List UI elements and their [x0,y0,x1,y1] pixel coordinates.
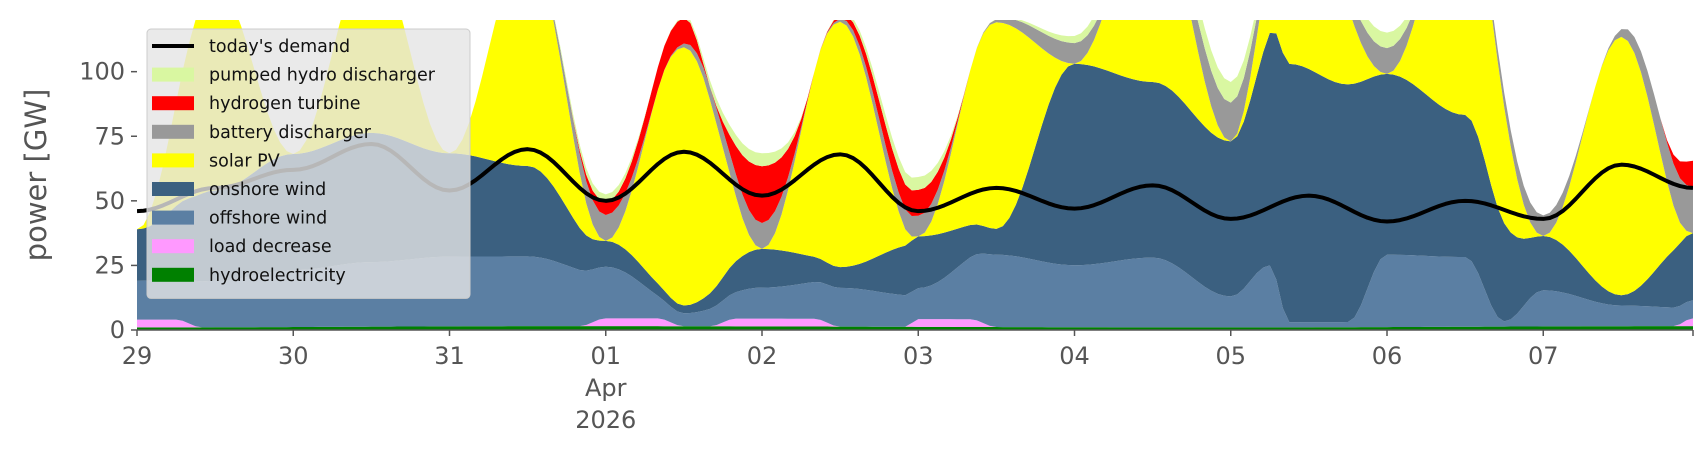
x-tick-label: 29 [122,342,153,370]
axes-group: 0 25 50 75 100 29 30 31 01 Apr 2026 02 03 04 05 06 07 [79,58,1694,434]
x-tick-label: 01 [590,342,621,370]
legend-swatch [152,67,194,82]
area-onshore-wind [137,32,1693,323]
legend-item-offshore-wind: offshore wind [152,209,327,229]
legend-label: load decrease [209,237,332,257]
area-series-group [137,20,1693,330]
legend-item-onshore-wind: onshore wind [152,180,326,200]
y-tick-label: 50 [94,187,125,215]
legend-item-solar-pv: solar PV [152,151,280,171]
legend-item-hydrogen-turbine: hydrogen turbine [152,94,361,114]
y-tick-label: 0 [110,316,125,344]
legend-item-pumped-hydro-discharger: pumped hydro discharger [152,66,436,86]
legend-item-battery-discharger: battery discharger [152,123,372,143]
legend-label: onshore wind [209,180,326,200]
x-tick-sublabel: 2026 [575,406,636,434]
x-tick-label: 02 [747,342,778,370]
area-load-decrease [137,318,1693,328]
legend-item-load-decrease: load decrease [152,237,332,257]
legend-item-hydroelectricity: hydroelectricity [152,266,346,286]
y-tick-label: 25 [94,251,125,279]
area-battery-discharger [137,20,1693,249]
y-tick-label: 75 [94,122,125,150]
x-tick-label: 07 [1528,342,1559,370]
legend-swatch [152,239,194,254]
legend-label: pumped hydro discharger [209,66,436,86]
x-tick-label: 31 [434,342,465,370]
x-tick-label: 06 [1372,342,1403,370]
legend-items: today's demand pumped hydro discharger hyd… [152,37,436,286]
legend-label: today's demand [209,37,350,57]
legend-label: solar PV [209,151,280,171]
legend-label: hydrogen turbine [209,94,361,114]
legend-label: battery discharger [209,123,372,143]
legend-swatch [152,267,194,282]
legend-swatch [152,124,194,139]
area-hydroelectricity [137,326,1693,330]
legend-swatch [152,153,194,168]
area-pumped-hydro-discharger [137,20,1693,230]
area-offshore-wind [137,253,1693,328]
x-tick-sublabel: Apr [585,374,627,402]
y-tick-label: 100 [79,58,125,86]
legend-background [146,28,471,299]
legend-label: hydroelectricity [209,266,346,286]
legend-swatch [152,210,194,225]
x-tick-label: 30 [278,342,309,370]
x-tick-label: 04 [1059,342,1090,370]
x-tick-label: 03 [903,342,934,370]
legend-item-today-s-demand: today's demand [152,37,350,57]
legend: today's demand pumped hydro discharger hyd… [146,28,471,299]
legend-swatch [152,182,194,196]
area-solar-pv [137,20,1693,306]
legend-swatch [152,96,194,111]
legend-label: offshore wind [209,209,327,229]
x-tick-label: 05 [1215,342,1246,370]
y-axis-title: power [GW] [19,89,53,262]
